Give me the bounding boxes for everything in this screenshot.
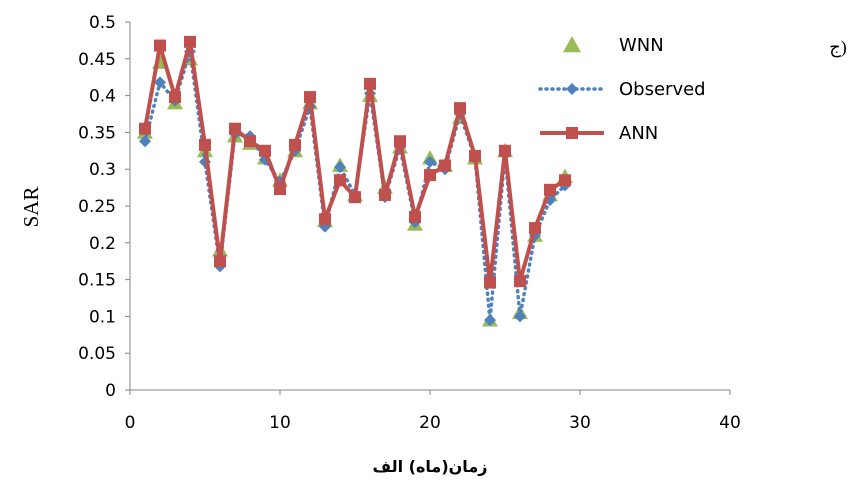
ann-point [499,144,511,157]
legend-label: Observed [619,79,706,100]
ann-point [214,255,226,268]
ann-point [484,276,496,289]
observed-point [139,135,151,148]
legend-ann-marker [566,127,578,139]
y-tick-label: 0.15 [78,271,116,291]
x-tick-label: 20 [419,413,441,433]
x-tick-label: 0 [125,413,136,433]
axes [125,21,731,395]
ann-point [289,138,301,151]
ann-point [184,35,196,48]
x-axis-label: زمان(ماه) الف [373,457,488,476]
y-tick-label: 0.35 [78,123,116,143]
ann-point [334,174,346,187]
ann-point [349,191,361,204]
y-tick-label: 0.1 [89,307,116,327]
series-ann [139,35,571,289]
ann-point [259,144,271,157]
ann-point [304,91,316,104]
ann-point [199,138,211,151]
y-tick-label: 0.5 [89,13,116,33]
y-tick-label: 0.25 [78,197,116,217]
ann-point [274,183,286,196]
ann-point [394,135,406,148]
ann-line [143,39,567,285]
ann-point [469,149,481,162]
ann-point [544,183,556,196]
y-tick-labels: 0 0.05 0.1 0.15 0.2 0.25 0.3 0.35 0.4 0.45 0.5 [78,13,116,401]
legend-label: ANN [619,123,658,144]
panel-label: (ج [829,37,847,58]
ann-point [559,174,571,187]
ann-point [244,135,256,148]
y-tick-label: 0.2 [89,234,116,254]
y-tick-label: 0 [105,381,116,401]
ann-point [379,188,391,201]
ann-point [454,102,466,115]
legend-label: WNN [619,35,664,56]
x-tick-label: 30 [569,413,591,433]
ann-point [154,39,166,52]
ann-point [364,77,376,90]
ann-point [409,211,421,224]
y-axis-label: SAR [19,187,43,228]
observed-point [334,160,346,173]
y-tick-label: 0.4 [89,87,116,107]
ann-point [529,222,541,235]
ann-point [439,159,451,172]
y-tick-label: 0.3 [89,160,116,180]
legend-observed-marker [566,83,578,95]
observed-point [514,310,526,323]
y-tick-label: 0.05 [78,344,116,364]
ann-point [514,275,526,288]
observed-point [154,76,166,89]
x-tick-label: 40 [719,413,741,433]
y-tick-label: 0.45 [78,50,116,70]
ann-point [424,169,436,182]
ann-point [169,91,181,104]
ann-point [139,122,151,135]
ann-point [229,122,241,135]
x-tick-labels: 0 10 20 30 40 [125,413,741,433]
legend: WNN Observed ANN [538,35,706,144]
ann-point [319,213,331,226]
observed-point [484,314,496,327]
x-tick-label: 10 [269,413,291,433]
legend-wnn-marker [563,36,581,53]
series-layer [137,35,573,327]
observed-point [424,155,436,168]
